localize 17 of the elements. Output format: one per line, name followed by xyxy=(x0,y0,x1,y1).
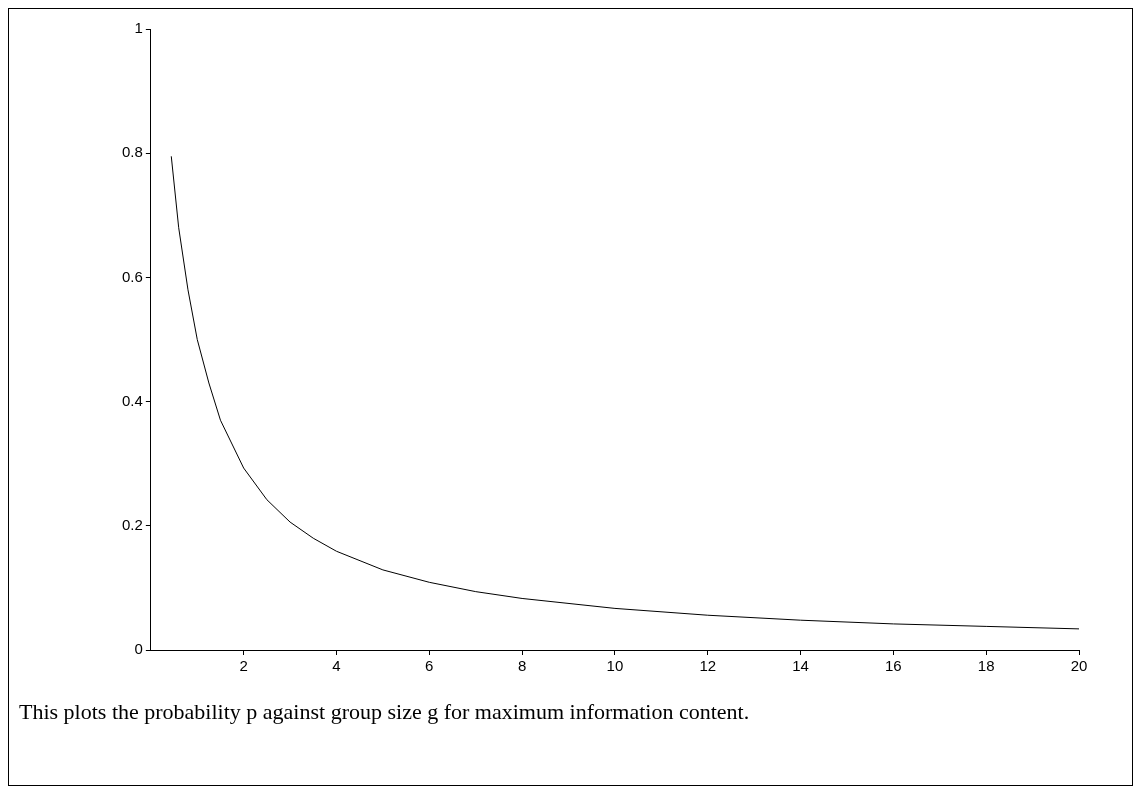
text: This plots the probability p against group size g for maximum information content. xyxy=(19,699,751,725)
x-tick-label: 20 xyxy=(1070,657,1088,675)
y-tick-label: 1 xyxy=(134,19,143,37)
y-tick-label: 0.2 xyxy=(121,515,143,533)
x-tick-label: 18 xyxy=(977,657,995,675)
y-tick-label: 0.8 xyxy=(121,143,143,161)
x-tick-label: 4 xyxy=(332,657,341,675)
x-tick-label: 12 xyxy=(699,657,717,675)
x-tick-label: 8 xyxy=(517,657,527,675)
x-tick-label: 10 xyxy=(606,657,624,675)
x-tick-label: 6 xyxy=(425,657,434,675)
x-tick-label: 16 xyxy=(885,657,902,675)
y-tick-label: 0.6 xyxy=(121,267,143,285)
y-tick-label: 0.4 xyxy=(121,391,143,409)
y-tick-label: 0 xyxy=(134,640,143,658)
x-tick-label: 14 xyxy=(792,657,809,675)
x-tick-label: 2 xyxy=(239,657,248,675)
